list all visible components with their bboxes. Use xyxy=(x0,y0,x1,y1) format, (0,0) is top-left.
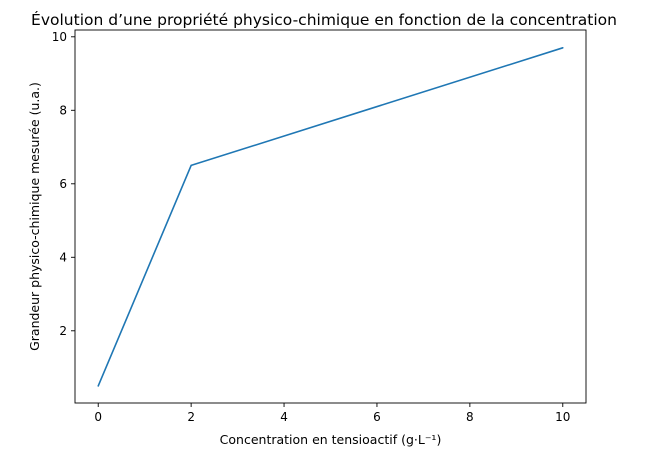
y-tick-label: 8 xyxy=(59,103,67,117)
series-line-0 xyxy=(97,47,564,387)
x-tick-label: 8 xyxy=(466,410,474,424)
plot-frame xyxy=(74,29,587,404)
y-tick-label: 6 xyxy=(59,177,67,191)
plot-marks xyxy=(97,47,564,387)
x-tick-label: 6 xyxy=(373,410,381,424)
x-tick-label: 0 xyxy=(94,410,102,424)
chart-title: Évolution d’une propriété physico-chimiq… xyxy=(31,10,617,29)
y-tick-label: 10 xyxy=(52,30,67,44)
x-axis-ticks: 0 2 4 6 8 10 xyxy=(94,403,570,424)
y-tick-label: 2 xyxy=(59,324,67,338)
y-axis-ticks: 2 4 6 8 10 xyxy=(52,30,75,338)
x-tick-label: 4 xyxy=(280,410,288,424)
y-axis-label: Grandeur physico-chimique mesurée (u.a.) xyxy=(27,82,42,351)
x-axis-label: Concentration en tensioactif (g·L⁻¹) xyxy=(220,432,442,447)
x-tick-label: 2 xyxy=(187,410,195,424)
x-tick-label: 10 xyxy=(555,410,570,424)
y-tick-label: 4 xyxy=(59,250,67,264)
